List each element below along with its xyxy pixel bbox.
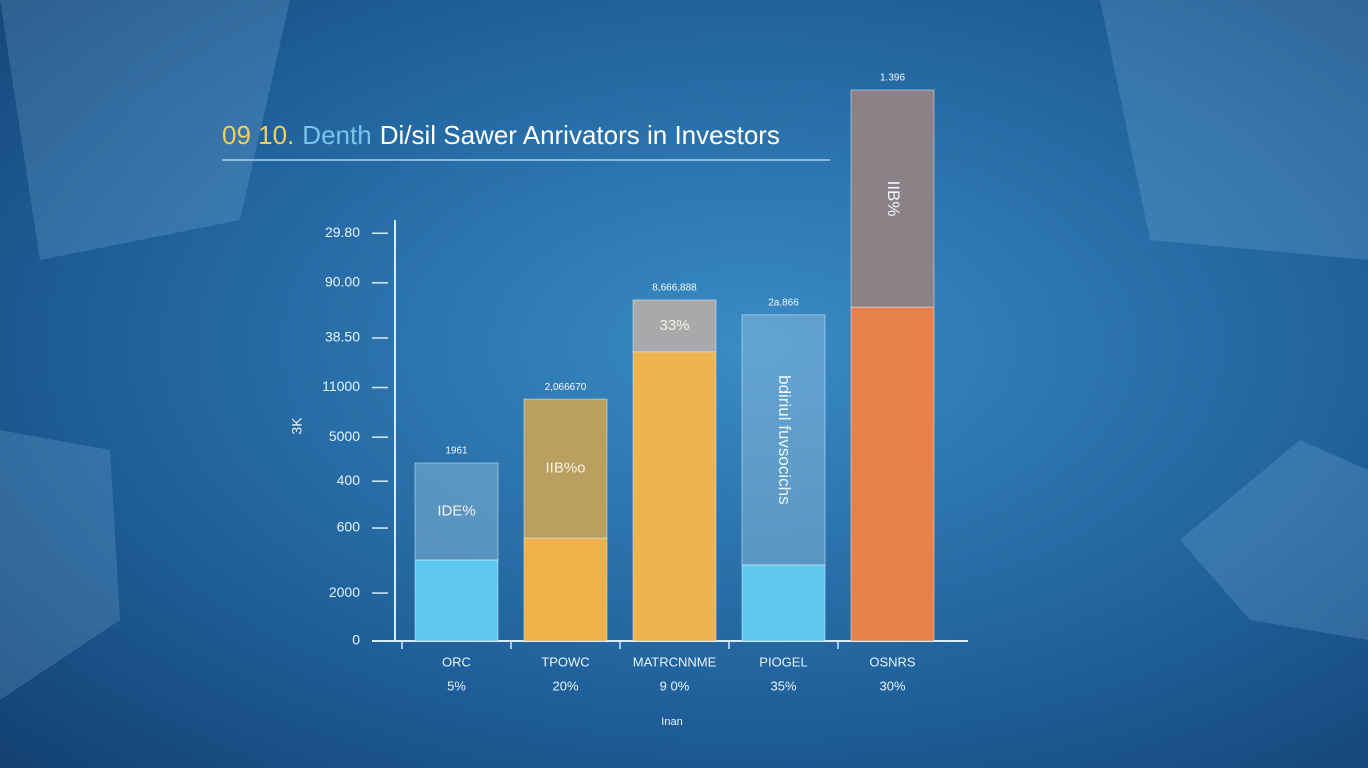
inner-label: bdiriul fuvsocichs <box>775 375 794 504</box>
bar-segment <box>414 462 499 561</box>
y-tick-label: 29.80 <box>325 224 360 240</box>
bar-segment <box>741 564 826 642</box>
y-tick-label: 2000 <box>329 584 360 600</box>
bar-segment <box>632 351 717 642</box>
x-tick-sublabel: 20% <box>552 678 578 693</box>
bar-label: 1961 <box>445 446 468 457</box>
bar-segment <box>414 559 499 642</box>
bar-segment <box>850 89 935 308</box>
x-tick-label: TPOWC <box>541 654 589 669</box>
title-part: 09 10. <box>222 120 294 150</box>
title-part: Di/sil Sawer Anrivators in Investors <box>380 120 780 150</box>
bar-segment <box>523 537 608 642</box>
inner-label: IIB%o <box>545 460 585 477</box>
inner-label: IIB% <box>884 181 903 217</box>
y-axis-label: 3K <box>289 417 305 435</box>
x-tick-sublabel: 35% <box>770 678 796 693</box>
bar-segment <box>850 306 935 642</box>
decoration <box>0 0 1368 700</box>
y-tick-label: 38.50 <box>325 329 360 345</box>
x-tick-sublabel: 5% <box>447 678 466 693</box>
bar-label: 2,066670 <box>545 382 587 393</box>
x-tick-label: OSNRS <box>869 654 916 669</box>
x-tick-sublabel: 30% <box>879 678 905 693</box>
bar-segment <box>523 398 608 539</box>
bar-label: 2a.866 <box>768 297 799 308</box>
y-tick-label: 400 <box>337 472 361 488</box>
x-tick-label: MATRCNNME <box>633 654 717 669</box>
chart-title: 09 10. Denth Di/sil Sawer Anrivators in In… <box>222 120 780 150</box>
bar-label: 8,666,888 <box>652 283 697 294</box>
bar-segment <box>632 299 717 353</box>
bar-label: 1.396 <box>880 73 905 84</box>
y-tick-label: 5000 <box>329 428 360 444</box>
title-part: Denth <box>302 120 371 150</box>
x-tick-label: PIOGEL <box>759 654 807 669</box>
y-tick-label: 600 <box>337 519 361 535</box>
x-axis-label: Inan <box>661 716 682 728</box>
y-tick-label: 90.00 <box>325 274 360 290</box>
bar-segment <box>741 314 826 566</box>
y-tick-label: 0 <box>352 632 360 648</box>
y-tick-label: 11000 <box>322 378 360 394</box>
x-tick-label: ORC <box>442 654 471 669</box>
x-tick-sublabel: 9 0% <box>660 678 690 693</box>
inner-label: IDE% <box>437 502 475 519</box>
inner-label: 33% <box>659 317 689 334</box>
